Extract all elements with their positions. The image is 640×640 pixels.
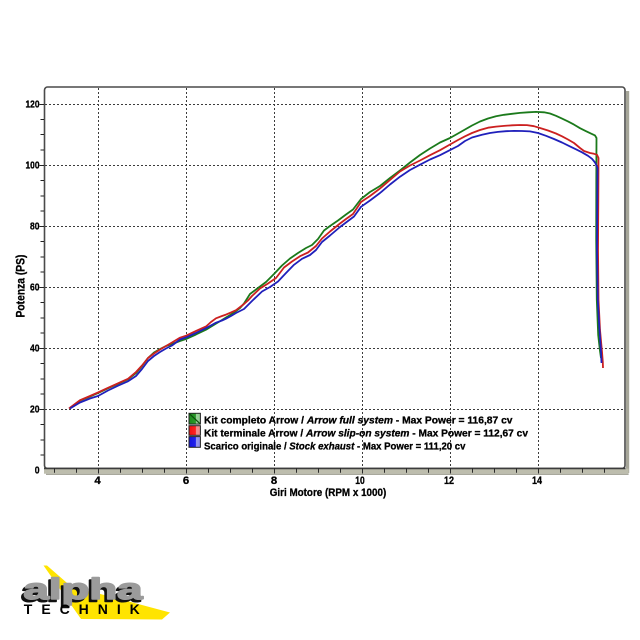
svg-text:0: 0 — [35, 466, 40, 477]
svg-text:alpha: alpha — [24, 573, 143, 606]
svg-text:6: 6 — [183, 475, 189, 487]
svg-text:10: 10 — [355, 475, 365, 487]
svg-text:Potenza (PS): Potenza (PS) — [16, 254, 28, 317]
svg-text:alpha: alpha — [21, 576, 140, 609]
svg-text:Giri Motore (RPM x 1000): Giri Motore (RPM x 1000) — [270, 487, 387, 499]
svg-text:60: 60 — [30, 283, 40, 294]
svg-text:80: 80 — [30, 222, 40, 233]
svg-text:Kit terminale Arrow / Arrow sl: Kit terminale Arrow / Arrow slip-on syst… — [204, 429, 528, 440]
svg-text:8: 8 — [271, 475, 277, 487]
svg-text:40: 40 — [30, 344, 40, 355]
svg-text:4: 4 — [94, 475, 101, 487]
svg-text:12: 12 — [444, 475, 454, 487]
svg-text:100: 100 — [26, 161, 40, 172]
svg-text:Kit completo Arrow / Arrow ful: Kit completo Arrow / Arrow full system -… — [204, 416, 513, 427]
svg-text:14: 14 — [532, 475, 543, 487]
svg-text:20: 20 — [30, 405, 40, 416]
svg-text:Scarico originale / Stock exha: Scarico originale / Stock exhaust - Max … — [204, 442, 466, 453]
svg-text:120: 120 — [26, 100, 40, 111]
